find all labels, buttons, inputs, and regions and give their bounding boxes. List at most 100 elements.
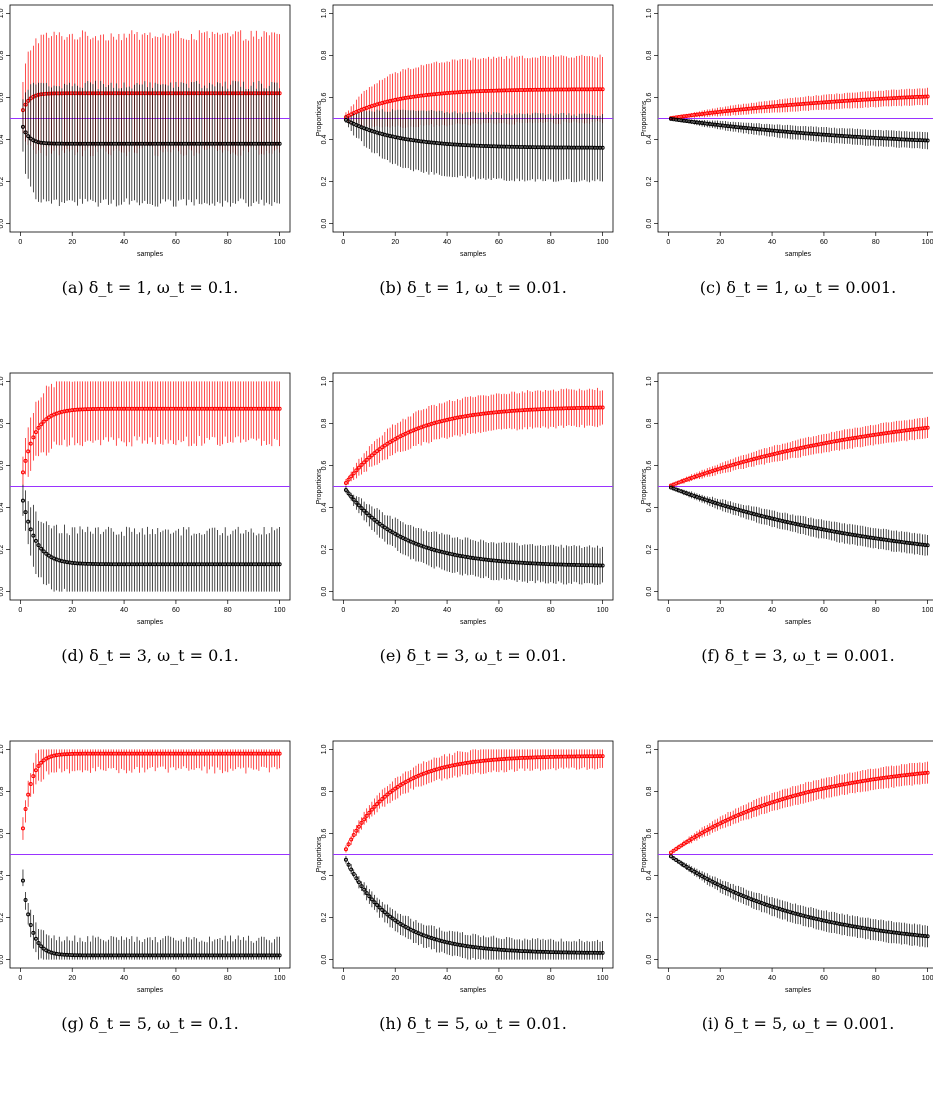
chart-panel-f: 0.0 0.2 0.4 0.6 0.8 1.0 0 20 40 60 80 100 samples Pro… bbox=[641, 368, 933, 728]
mean-point bbox=[356, 503, 361, 508]
mean-point bbox=[359, 820, 364, 825]
mean-point bbox=[600, 563, 605, 568]
x-tick-label: 40 bbox=[443, 975, 451, 982]
mean-point bbox=[39, 760, 44, 765]
x-tick-label: 100 bbox=[597, 975, 609, 982]
mean-point bbox=[671, 848, 676, 853]
y-tick-label: 0.4 bbox=[321, 871, 328, 881]
y-tick-label: 0.4 bbox=[321, 135, 328, 145]
mean-point bbox=[367, 894, 372, 899]
y-axis-title: Proportions bbox=[641, 836, 648, 872]
chart-panel-d: 0.00.20.40.60.81.0020406080100samplesPro… bbox=[0, 368, 300, 728]
mean-point bbox=[33, 768, 38, 773]
mean-point bbox=[346, 491, 351, 496]
chart-panel-i: 0.0 0.2 0.4 0.6 0.8 1.0 0 20 40 60 80 100 samples Pro… bbox=[641, 736, 933, 1096]
mean-point bbox=[277, 141, 282, 146]
mean-point bbox=[33, 538, 38, 543]
mean-point bbox=[600, 145, 605, 150]
mean-point bbox=[359, 506, 364, 511]
x-tick-label: 80 bbox=[872, 239, 880, 246]
mean-point bbox=[375, 519, 380, 524]
y-tick-label: 0.2 bbox=[321, 177, 328, 187]
caption-b: (b) δ_t = 1, ω_t = 0.01. bbox=[379, 278, 567, 297]
x-tick-label: 80 bbox=[872, 607, 880, 614]
x-tick-label: 0 bbox=[18, 607, 22, 614]
mean-point bbox=[925, 425, 930, 430]
mean-point bbox=[36, 543, 41, 548]
mean-point bbox=[359, 884, 364, 889]
mean-point bbox=[28, 923, 33, 928]
y-tick-label: 0.6 bbox=[321, 829, 328, 839]
mean-point bbox=[362, 887, 367, 892]
y-axis-title: Proportions bbox=[316, 100, 323, 136]
mean-point bbox=[39, 944, 44, 949]
x-tick-label: 0 bbox=[341, 975, 345, 982]
y-tick-label: 0.4 bbox=[321, 503, 328, 513]
mean-point bbox=[20, 826, 25, 831]
x-tick-label: 80 bbox=[547, 239, 555, 246]
mean-point bbox=[31, 774, 36, 779]
chart-g-svg: 0.00.20.40.60.81.0020406080100samplesPro… bbox=[0, 740, 291, 994]
chart-panel-g: 0.00.20.40.60.81.0020406080100samplesPro… bbox=[0, 736, 300, 1096]
mean-point bbox=[20, 878, 25, 883]
y-tick-label: 0.2 bbox=[0, 545, 5, 555]
y-tick-label: 1.0 bbox=[321, 744, 328, 754]
y-tick-label: 0.4 bbox=[0, 135, 5, 145]
x-tick-label: 100 bbox=[922, 975, 933, 982]
x-tick-label: 80 bbox=[224, 239, 232, 246]
y-tick-label: 0.0 bbox=[321, 955, 328, 965]
mean-point bbox=[23, 806, 28, 811]
y-tick-label: 1.0 bbox=[646, 744, 653, 754]
x-axis-title: samples bbox=[137, 987, 164, 994]
mean-point bbox=[372, 804, 377, 809]
y-axis-title: Proportions bbox=[316, 468, 323, 504]
mean-point bbox=[362, 460, 367, 465]
x-tick-label: 40 bbox=[120, 239, 128, 246]
y-axis-title: Proportions bbox=[641, 100, 648, 136]
x-tick-label: 40 bbox=[443, 607, 451, 614]
mean-point bbox=[364, 813, 369, 818]
x-tick-label: 60 bbox=[495, 975, 503, 982]
mean-point bbox=[393, 918, 398, 923]
y-tick-label: 0.4 bbox=[646, 135, 653, 145]
mean-point bbox=[28, 441, 33, 446]
x-tick-label: 100 bbox=[597, 607, 609, 614]
y-tick-label: 0.0 bbox=[321, 219, 328, 229]
mean-point bbox=[372, 900, 377, 905]
x-tick-label: 60 bbox=[172, 975, 180, 982]
mean-point bbox=[31, 533, 36, 538]
x-tick-label: 40 bbox=[120, 975, 128, 982]
mean-point bbox=[26, 134, 31, 139]
mean-point bbox=[382, 910, 387, 915]
y-tick-label: 0.0 bbox=[646, 587, 653, 597]
mean-point bbox=[600, 87, 605, 92]
y-tick-label: 0.4 bbox=[0, 871, 5, 881]
x-tick-label: 60 bbox=[172, 239, 180, 246]
mean-point bbox=[23, 510, 28, 515]
y-tick-label: 0.6 bbox=[0, 93, 5, 103]
chart-c-svg: 0.0 0.2 0.4 0.6 0.8 1.0 0 20 40 60 80 100 samples Pro… bbox=[641, 4, 933, 258]
y-tick-label: 0.8 bbox=[0, 786, 5, 796]
x-axis-title: samples bbox=[137, 619, 164, 626]
mean-point bbox=[385, 792, 390, 797]
series-black bbox=[668, 116, 930, 150]
mean-point bbox=[377, 447, 382, 452]
x-axis-title: samples bbox=[460, 987, 487, 994]
mean-point bbox=[385, 912, 390, 917]
x-axis-title: samples bbox=[460, 251, 487, 258]
x-tick-label: 0 bbox=[341, 239, 345, 246]
mean-point bbox=[277, 751, 282, 756]
mean-point bbox=[377, 905, 382, 910]
mean-point bbox=[351, 832, 356, 837]
mean-point bbox=[367, 513, 372, 518]
mean-point bbox=[676, 859, 681, 864]
mean-point bbox=[679, 843, 684, 848]
mean-point bbox=[364, 891, 369, 896]
mean-point bbox=[369, 897, 374, 902]
mean-point bbox=[380, 797, 385, 802]
mean-point bbox=[925, 770, 930, 775]
chart-panel-a: 0.00.20.40.60.81.0020406080100samplesPro… bbox=[0, 0, 300, 360]
mean-point bbox=[351, 471, 356, 476]
x-tick-label: 100 bbox=[597, 239, 609, 246]
x-tick-label: 0 bbox=[341, 607, 345, 614]
